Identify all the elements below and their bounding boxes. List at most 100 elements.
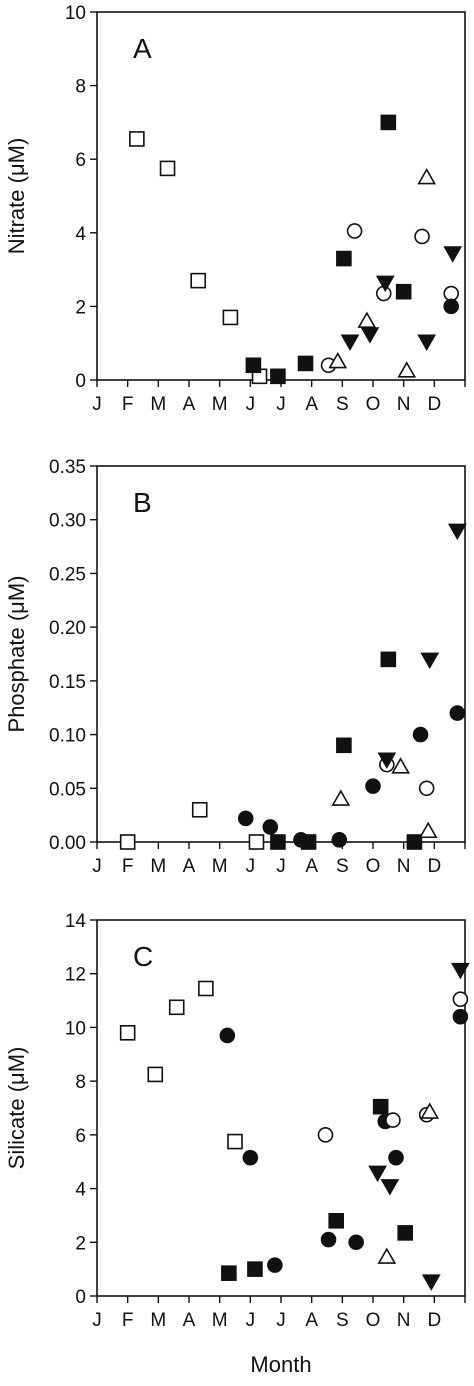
data-point-filled-circle xyxy=(365,778,381,794)
y-axis-title: Nitrate (μM) xyxy=(4,138,29,255)
data-point-filled-circle xyxy=(242,1149,259,1166)
data-point-open-circle xyxy=(414,228,430,245)
data-point-filled-circle xyxy=(443,298,460,315)
data-point-filled-square xyxy=(406,834,423,850)
y-tick-label: 4 xyxy=(75,1180,86,1201)
data-point-open-square xyxy=(190,272,206,289)
data-point-filled-triangle-down xyxy=(417,334,437,351)
data-point-open-square xyxy=(159,160,176,177)
data-point-filled-square xyxy=(380,651,397,668)
x-axis-title: Month xyxy=(250,1352,311,1377)
x-tick-label: O xyxy=(366,1310,381,1331)
data-point-filled-square xyxy=(372,1098,389,1115)
x-tick-label: J xyxy=(92,394,102,415)
data-point-filled-circle xyxy=(449,705,466,721)
data-point-filled-triangle-down xyxy=(377,752,397,769)
x-tick-label: J xyxy=(246,394,256,415)
data-point-filled-triangle-down xyxy=(443,246,463,263)
x-tick-label: O xyxy=(366,856,381,877)
y-tick-label: 8 xyxy=(75,77,86,98)
data-point-open-circle xyxy=(418,780,435,797)
data-point-open-triangle xyxy=(377,1247,397,1264)
x-tick-label: D xyxy=(427,1310,441,1331)
plot-frame xyxy=(96,465,466,843)
data-point-filled-triangle-down xyxy=(368,1165,387,1183)
data-point-filled-square xyxy=(328,1213,345,1229)
data-point-filled-circle xyxy=(267,1257,283,1273)
x-tick-label: A xyxy=(305,856,318,877)
data-point-filled-square xyxy=(221,1265,237,1281)
data-point-open-triangle xyxy=(328,351,348,369)
data-point-filled-circle xyxy=(293,832,309,848)
y-tick-label: 4 xyxy=(75,224,86,245)
data-point-open-circle xyxy=(317,1127,334,1143)
data-point-filled-circle xyxy=(237,810,254,827)
y-tick-label: 0.15 xyxy=(49,672,86,693)
data-point-filled-triangle-down xyxy=(451,962,470,980)
y-axis-title: Phosphate (μM) xyxy=(4,576,29,733)
x-tick-label: J xyxy=(276,394,286,415)
data-point-open-circle xyxy=(452,991,469,1008)
data-point-open-triangle xyxy=(391,757,410,774)
plot-frame xyxy=(96,11,466,381)
data-point-open-triangle xyxy=(357,311,377,328)
y-axis-title: Silicate (μM) xyxy=(4,1047,29,1170)
x-tick-label: M xyxy=(150,1310,166,1331)
data-point-open-circle xyxy=(346,223,363,239)
data-point-filled-triangle-down xyxy=(421,1274,441,1291)
data-point-open-square xyxy=(222,309,239,326)
data-point-filled-circle xyxy=(412,726,429,743)
x-tick-label: M xyxy=(212,856,228,877)
y-tick-label: 0.05 xyxy=(49,779,86,800)
data-point-open-triangle xyxy=(420,1102,440,1119)
y-tick-label: 0.10 xyxy=(49,726,86,747)
x-tick-label: M xyxy=(212,394,228,415)
data-point-open-triangle xyxy=(397,361,417,378)
data-point-filled-circle xyxy=(320,1231,337,1248)
data-point-open-triangle xyxy=(331,789,351,806)
y-tick-label: 0.20 xyxy=(49,618,86,639)
x-tick-label: N xyxy=(397,1310,411,1331)
data-point-filled-square xyxy=(245,357,262,374)
data-point-open-square xyxy=(227,1133,243,1150)
y-tick-label: 10 xyxy=(65,1018,86,1039)
y-tick-label: 0.35 xyxy=(49,457,86,478)
data-point-filled-square xyxy=(270,834,286,850)
x-tick-label: J xyxy=(246,856,256,877)
data-point-open-square xyxy=(191,801,208,818)
x-tick-label: A xyxy=(183,394,196,415)
x-tick-label: A xyxy=(305,394,318,415)
data-point-filled-triangle-down xyxy=(360,327,380,344)
x-tick-label: N xyxy=(397,394,411,415)
panel-label: B xyxy=(133,487,152,518)
y-tick-label: 0.25 xyxy=(49,564,86,585)
y-tick-label: 0.00 xyxy=(49,833,86,854)
x-tick-label: J xyxy=(276,856,286,877)
y-tick-label: 10 xyxy=(65,3,86,24)
data-point-filled-triangle-down xyxy=(420,652,440,669)
x-tick-label: J xyxy=(246,1310,256,1331)
x-tick-label: J xyxy=(92,1310,102,1331)
x-tick-label: A xyxy=(183,1310,196,1331)
data-point-filled-circle xyxy=(219,1027,236,1044)
x-tick-label: F xyxy=(122,1310,134,1331)
data-point-open-square xyxy=(129,131,145,147)
data-point-filled-triangle-down xyxy=(375,275,395,293)
y-tick-label: 0 xyxy=(75,371,86,392)
data-point-filled-square xyxy=(297,355,314,372)
data-point-open-circle xyxy=(385,1112,401,1128)
x-tick-label: J xyxy=(92,856,102,877)
data-point-filled-circle xyxy=(262,819,279,835)
x-tick-label: A xyxy=(305,1310,318,1331)
data-point-open-square xyxy=(147,1066,164,1083)
x-tick-label: F xyxy=(122,394,134,415)
y-tick-label: 12 xyxy=(65,965,86,986)
data-point-filled-square xyxy=(380,114,397,131)
y-tick-label: 8 xyxy=(75,1072,86,1093)
y-tick-label: 2 xyxy=(75,297,86,318)
x-tick-label: M xyxy=(212,1310,228,1331)
x-tick-label: D xyxy=(427,856,441,877)
data-point-filled-circle xyxy=(331,832,348,848)
